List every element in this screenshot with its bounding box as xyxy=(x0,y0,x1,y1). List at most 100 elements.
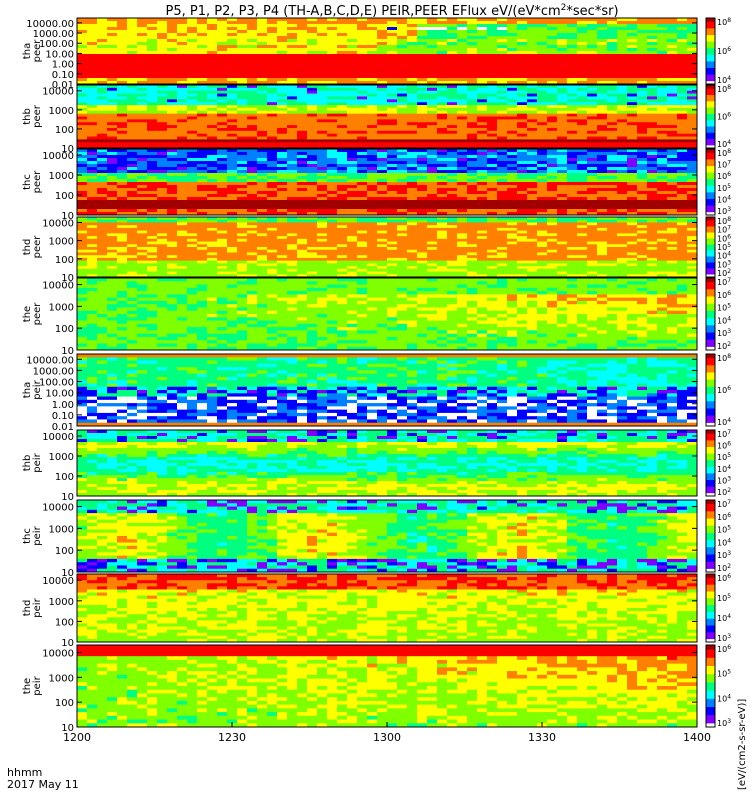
heatmap-cell xyxy=(307,145,318,149)
heatmap-cell xyxy=(217,188,228,192)
heatmap-cell xyxy=(567,149,578,153)
heatmap-cell xyxy=(567,179,578,183)
heatmap-cell xyxy=(197,217,208,221)
heatmap-cell xyxy=(137,188,148,192)
heatmap-cell xyxy=(497,42,508,46)
heatmap-cell xyxy=(187,191,198,195)
heatmap-cell xyxy=(687,122,698,126)
heatmap-cell xyxy=(287,225,298,229)
heatmap-cell xyxy=(277,30,288,34)
heatmap-cell xyxy=(577,170,588,174)
heatmap-cell xyxy=(507,57,518,61)
heatmap-cell xyxy=(197,145,208,149)
heatmap-cell xyxy=(247,255,258,259)
heatmap-cell xyxy=(257,36,268,40)
heatmap-cell xyxy=(497,158,508,162)
heatmap-cell xyxy=(447,75,458,79)
heatmap-cell xyxy=(267,145,278,149)
heatmap-cell xyxy=(407,149,418,153)
heatmap-cell xyxy=(597,42,608,46)
heatmap-cell xyxy=(257,69,268,73)
heatmap-cell xyxy=(87,90,98,95)
heatmap-cell xyxy=(267,238,278,243)
heatmap-cell xyxy=(527,191,538,195)
heatmap-cell xyxy=(607,188,618,192)
heatmap-cell xyxy=(587,54,598,58)
heatmap-cell xyxy=(577,194,588,198)
heatmap-cell xyxy=(517,142,528,146)
heatmap-cell xyxy=(127,203,138,207)
heatmap-cell xyxy=(607,78,618,82)
heatmap-cell xyxy=(467,69,478,73)
heatmap-cell xyxy=(157,24,168,28)
heatmap-cell xyxy=(607,152,618,156)
heatmap-cell xyxy=(217,139,228,143)
heatmap-cell xyxy=(77,222,88,226)
heatmap-cell xyxy=(327,271,338,275)
heatmap-cell xyxy=(447,72,458,76)
heatmap-cell xyxy=(167,69,178,73)
heatmap-cell xyxy=(77,42,88,46)
heatmap-cell xyxy=(607,18,618,22)
heatmap-cell xyxy=(547,133,558,138)
heatmap-cell xyxy=(287,155,298,159)
heatmap-cell xyxy=(567,127,578,132)
heatmap-cell xyxy=(227,252,238,256)
heatmap-cell xyxy=(307,185,318,189)
heatmap-cell xyxy=(487,139,498,143)
heatmap-cell xyxy=(397,142,408,146)
heatmap-cell xyxy=(567,152,578,156)
heatmap-cell xyxy=(387,42,398,46)
heatmap-cell xyxy=(317,238,328,243)
heatmap-cell xyxy=(527,194,538,198)
heatmap-cell xyxy=(397,136,408,140)
heatmap-cell xyxy=(237,116,248,120)
heatmap-cell xyxy=(417,102,428,106)
heatmap-cell xyxy=(607,69,618,73)
heatmap-cell xyxy=(277,206,288,210)
heatmap-cell xyxy=(427,158,438,162)
heatmap-cell xyxy=(647,136,658,140)
heatmap-cell xyxy=(317,125,328,129)
heatmap-cell xyxy=(467,107,478,112)
heatmap-cell xyxy=(297,96,308,100)
heatmap-cell xyxy=(327,110,338,115)
heatmap-cell xyxy=(357,161,368,165)
heatmap-cell xyxy=(557,66,568,70)
heatmap-cell xyxy=(317,133,328,138)
heatmap-cell xyxy=(267,274,278,278)
heatmap-cell xyxy=(407,96,418,100)
heatmap-cell xyxy=(557,122,568,126)
heatmap-cell xyxy=(447,139,458,143)
heatmap-cell xyxy=(477,122,488,126)
heatmap-cell xyxy=(107,45,118,49)
heatmap-cell xyxy=(427,93,438,97)
heatmap-cell xyxy=(237,274,248,278)
heatmap-cell xyxy=(477,69,488,73)
heatmap-cell xyxy=(517,179,528,183)
heatmap-cell xyxy=(327,39,338,43)
heatmap-cell xyxy=(267,24,278,28)
heatmap-cell xyxy=(107,155,118,159)
heatmap-cell xyxy=(347,191,358,195)
heatmap-cell xyxy=(117,238,128,243)
heatmap-cell xyxy=(187,257,198,262)
heatmap-cell xyxy=(357,268,368,273)
heatmap-cell xyxy=(327,75,338,79)
heatmap-cell xyxy=(217,39,228,43)
heatmap-cell xyxy=(527,155,538,159)
heatmap-cell xyxy=(267,225,278,229)
heatmap-cell xyxy=(287,247,298,251)
heatmap-cell xyxy=(677,24,688,28)
heatmap-cell xyxy=(537,66,548,70)
heatmap-cell xyxy=(267,185,278,189)
heatmap-cell xyxy=(247,209,258,213)
heatmap-cell xyxy=(367,24,378,28)
heatmap-cell xyxy=(127,227,138,232)
heatmap-cell xyxy=(667,113,678,117)
heatmap-cell xyxy=(557,113,568,117)
heatmap-cell xyxy=(667,122,678,126)
heatmap-cell xyxy=(467,130,478,135)
heatmap-cell xyxy=(217,247,228,251)
heatmap-cell xyxy=(227,176,238,180)
